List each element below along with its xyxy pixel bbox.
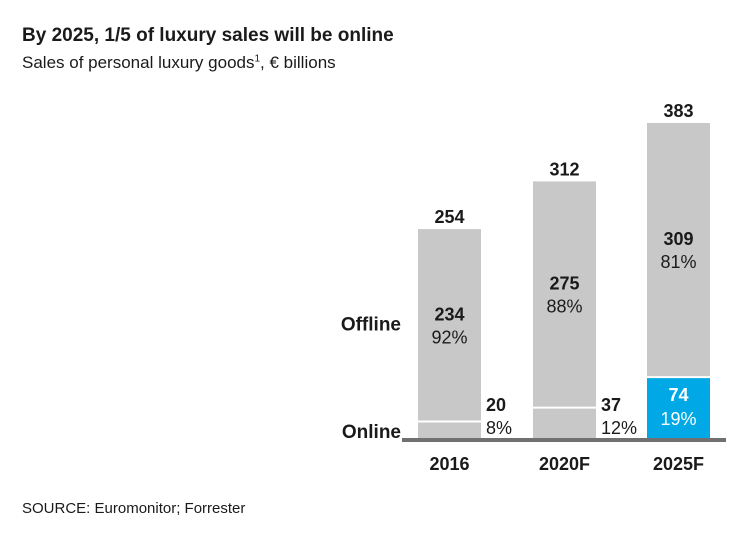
bar-offline-2020F — [533, 181, 596, 408]
offline-share-label-2016: 92% — [431, 327, 467, 347]
subtitle-unit: , € billions — [260, 53, 336, 72]
total-label-2016: 254 — [434, 207, 464, 227]
chart-title: By 2025, 1/5 of luxury sales will be onl… — [22, 25, 394, 46]
offline-value-label-2020F: 275 — [549, 273, 579, 293]
total-label-2020F: 312 — [549, 159, 579, 179]
row-label-online: Online — [342, 422, 401, 443]
online-value-label-2020F: 37 — [601, 395, 621, 415]
online-value-label-2025F: 74 — [668, 385, 688, 405]
online-value-label-2016: 20 — [486, 395, 506, 415]
chart-subtitle: Sales of personal luxury goods1, € billi… — [22, 53, 336, 73]
offline-value-label-2025F: 309 — [663, 229, 693, 249]
offline-share-label-2020F: 88% — [546, 296, 582, 316]
row-label-offline: Offline — [341, 314, 401, 335]
source-note: SOURCE: Euromonitor; Forrester — [22, 500, 246, 517]
x-tick-label-2020F: 2020F — [539, 454, 590, 474]
bar-online-2025F — [647, 377, 710, 438]
online-share-label-2025F: 19% — [660, 409, 696, 429]
bar-online-2016 — [418, 421, 481, 438]
offline-share-label-2025F: 81% — [660, 252, 696, 272]
total-label-2025F: 383 — [663, 101, 693, 121]
online-share-label-2016: 8% — [486, 418, 512, 438]
bar-offline-2025F — [647, 123, 710, 378]
bar-offline-2016 — [418, 229, 481, 422]
x-tick-label-2025F: 2025F — [653, 454, 704, 474]
online-share-label-2020F: 12% — [601, 418, 637, 438]
footnote-marker: 1 — [254, 53, 261, 65]
x-tick-label-2016: 2016 — [429, 454, 469, 474]
subtitle-text: Sales of personal luxury goods — [22, 53, 255, 72]
offline-value-label-2016: 234 — [434, 304, 464, 324]
bar-online-2020F — [533, 407, 596, 438]
